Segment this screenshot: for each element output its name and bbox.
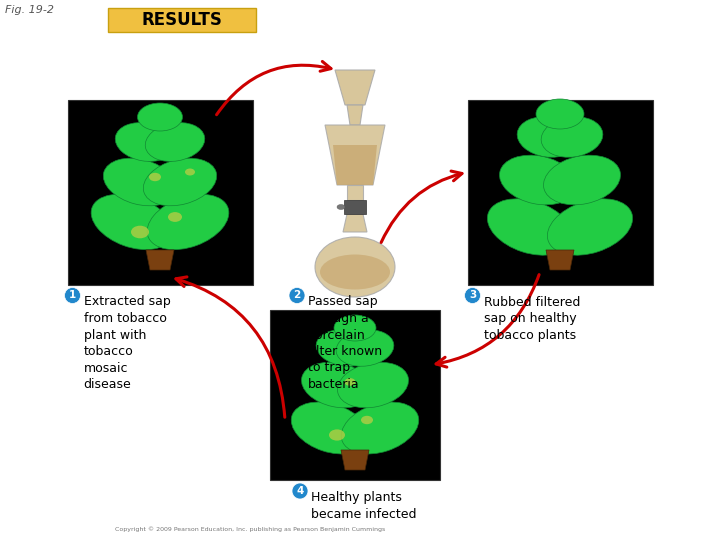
Polygon shape xyxy=(335,70,375,105)
Text: Passed sap
through a
porcelain
filter known
to trap
bacteria: Passed sap through a porcelain filter kn… xyxy=(308,295,382,391)
Ellipse shape xyxy=(131,226,149,238)
Ellipse shape xyxy=(292,402,369,454)
Ellipse shape xyxy=(544,155,621,205)
Ellipse shape xyxy=(168,212,182,222)
Text: 3: 3 xyxy=(469,291,476,300)
Ellipse shape xyxy=(547,199,633,255)
Ellipse shape xyxy=(65,287,81,303)
Ellipse shape xyxy=(536,99,584,129)
Polygon shape xyxy=(343,214,367,232)
Ellipse shape xyxy=(147,194,229,249)
Ellipse shape xyxy=(289,287,305,303)
Ellipse shape xyxy=(103,158,176,206)
Text: Fig. 19-2: Fig. 19-2 xyxy=(5,5,54,15)
Ellipse shape xyxy=(341,402,419,454)
FancyBboxPatch shape xyxy=(68,99,253,285)
Ellipse shape xyxy=(316,330,374,366)
Polygon shape xyxy=(146,250,174,270)
Polygon shape xyxy=(333,145,377,185)
Ellipse shape xyxy=(464,287,480,303)
Text: Rubbed filtered
sap on healthy
tobacco plants: Rubbed filtered sap on healthy tobacco p… xyxy=(484,295,580,341)
Text: 2: 2 xyxy=(293,291,301,300)
Ellipse shape xyxy=(320,254,390,289)
Polygon shape xyxy=(341,450,369,470)
Polygon shape xyxy=(347,105,363,125)
Ellipse shape xyxy=(500,155,577,205)
Ellipse shape xyxy=(344,378,356,386)
Ellipse shape xyxy=(138,103,182,131)
Text: RESULTS: RESULTS xyxy=(142,11,222,29)
Ellipse shape xyxy=(91,194,173,249)
Ellipse shape xyxy=(115,123,175,161)
Ellipse shape xyxy=(302,362,372,408)
Ellipse shape xyxy=(149,173,161,181)
Text: 1: 1 xyxy=(69,291,76,300)
Ellipse shape xyxy=(315,237,395,297)
FancyBboxPatch shape xyxy=(270,310,440,480)
FancyBboxPatch shape xyxy=(108,8,256,32)
Polygon shape xyxy=(347,185,363,200)
Polygon shape xyxy=(325,125,385,185)
FancyBboxPatch shape xyxy=(344,200,366,214)
Ellipse shape xyxy=(292,483,308,499)
Ellipse shape xyxy=(185,168,195,176)
Ellipse shape xyxy=(337,205,345,210)
FancyBboxPatch shape xyxy=(467,99,652,285)
Polygon shape xyxy=(546,250,574,270)
Ellipse shape xyxy=(361,416,373,424)
Ellipse shape xyxy=(336,330,394,366)
Ellipse shape xyxy=(334,315,376,341)
Ellipse shape xyxy=(541,117,603,157)
Text: Copyright © 2009 Pearson Education, Inc. publishing as Pearson Benjamin Cummings: Copyright © 2009 Pearson Education, Inc.… xyxy=(115,526,385,532)
Ellipse shape xyxy=(329,429,345,441)
Ellipse shape xyxy=(487,199,572,255)
Ellipse shape xyxy=(517,117,579,157)
Text: Extracted sap
from tobacco
plant with
tobacco
mosaic
disease: Extracted sap from tobacco plant with to… xyxy=(84,295,170,391)
Text: 4: 4 xyxy=(297,486,304,496)
Ellipse shape xyxy=(145,123,204,161)
Text: Healthy plants
became infected: Healthy plants became infected xyxy=(311,491,416,521)
Ellipse shape xyxy=(143,158,217,206)
Ellipse shape xyxy=(338,362,408,408)
